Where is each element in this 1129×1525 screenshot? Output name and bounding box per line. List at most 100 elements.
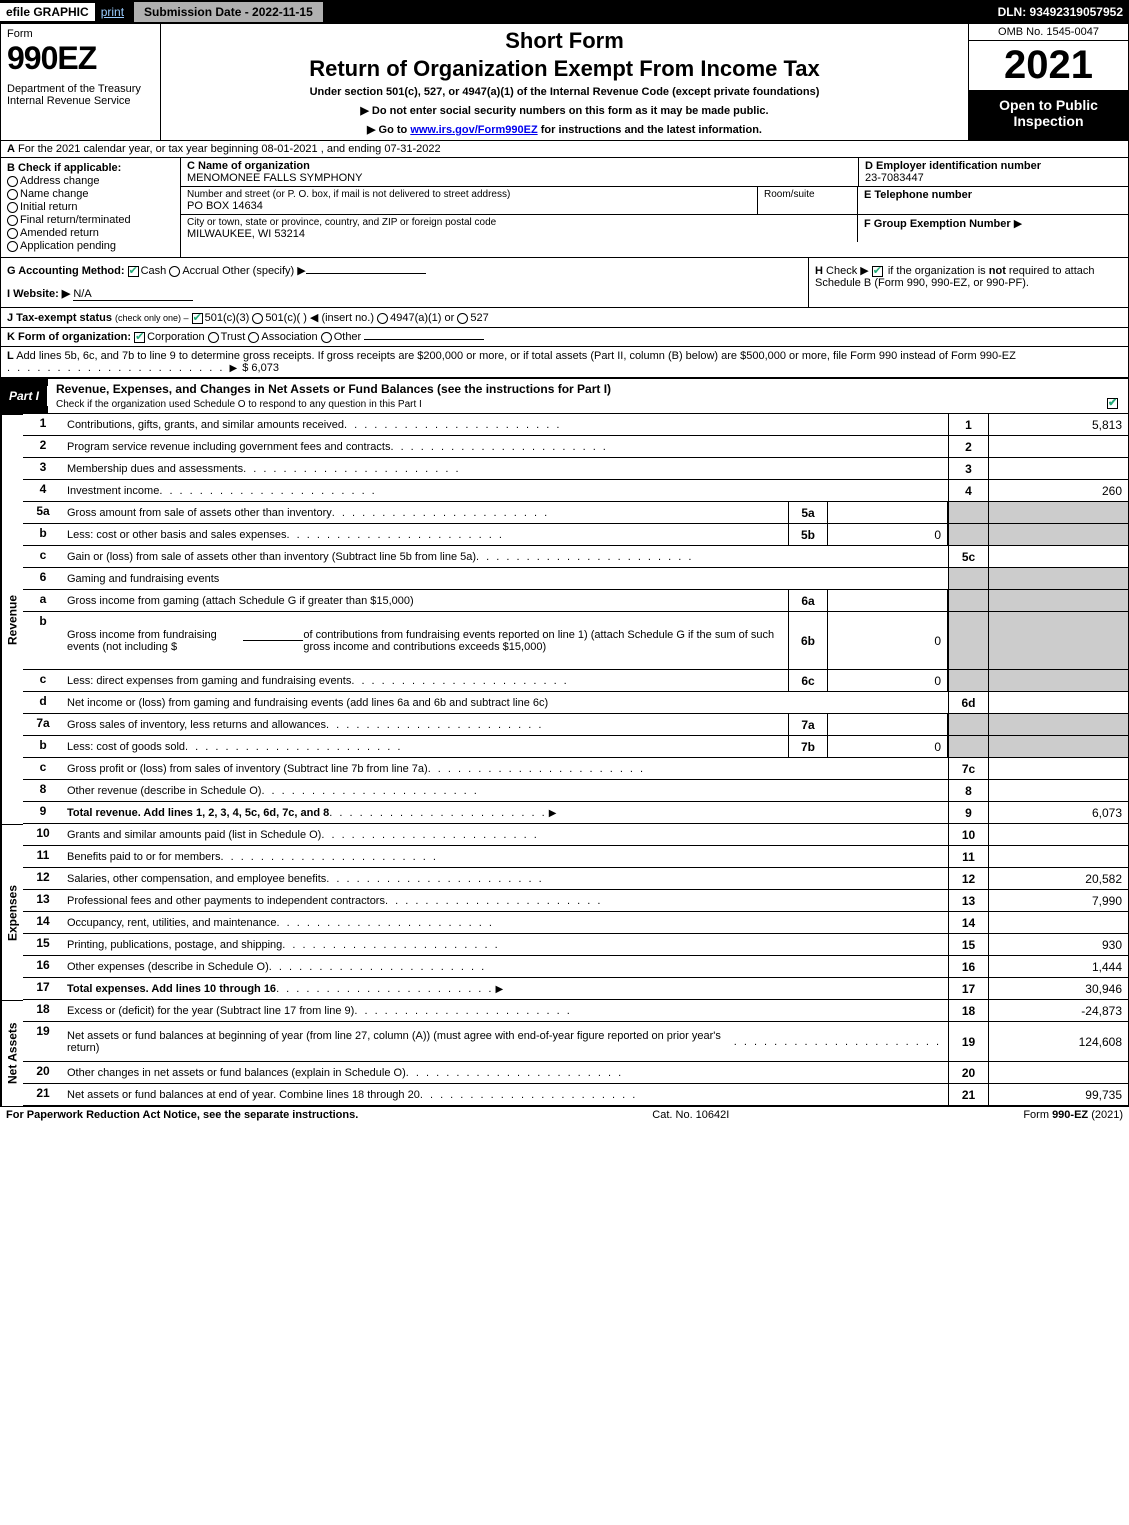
line-2: 2Program service revenue including gover… <box>23 436 1128 458</box>
under-section: Under section 501(c), 527, or 4947(a)(1)… <box>169 86 960 98</box>
header-center: Short Form Return of Organization Exempt… <box>161 24 968 140</box>
f-arrow: ▶ <box>1014 218 1022 230</box>
line-5c: cGain or (loss) from sale of assets othe… <box>23 546 1128 568</box>
line-10: 10Grants and similar amounts paid (list … <box>23 824 1128 846</box>
room-label: Room/suite <box>764 189 851 200</box>
chk-amended-return[interactable]: Amended return <box>7 227 174 239</box>
k-other-input[interactable] <box>364 339 484 340</box>
line-l: L Add lines 5b, 6c, and 7b to line 9 to … <box>0 347 1129 378</box>
omb-number: OMB No. 1545-0047 <box>969 24 1128 41</box>
addr-label: Number and street (or P. O. box, if mail… <box>187 189 751 200</box>
part-i-table: Revenue 1Contributions, gifts, grants, a… <box>0 414 1129 1106</box>
chk-accrual[interactable] <box>169 266 180 277</box>
efile-label: efile GRAPHIC <box>0 3 95 21</box>
h-text2: if the organization is <box>888 265 986 277</box>
line-6: 6Gaming and fundraising events <box>23 568 1128 590</box>
c-label: C Name of organization <box>187 160 852 172</box>
part-i-title: Revenue, Expenses, and Changes in Net As… <box>48 379 1128 413</box>
chk-cash[interactable] <box>128 266 139 277</box>
line-a-label: A <box>7 143 15 155</box>
l-dots <box>7 362 224 374</box>
line-5a: 5aGross amount from sale of assets other… <box>23 502 1128 524</box>
footer-catno: Cat. No. 10642I <box>358 1109 1023 1121</box>
h-label: H <box>815 265 823 277</box>
chk-527[interactable] <box>457 313 468 324</box>
print-link[interactable]: print <box>95 5 130 19</box>
line-21: 21Net assets or fund balances at end of … <box>23 1084 1128 1106</box>
l-label: L <box>7 350 14 362</box>
city-value: MILWAUKEE, WI 53214 <box>187 228 851 240</box>
line-4: 4Investment income4260 <box>23 480 1128 502</box>
h-not: not <box>989 265 1006 277</box>
footer-left: For Paperwork Reduction Act Notice, see … <box>6 1109 358 1121</box>
chk-association[interactable] <box>248 332 259 343</box>
form-title: Return of Organization Exempt From Incom… <box>169 56 960 82</box>
website-value: N/A <box>73 288 193 301</box>
col-cdef: C Name of organization MENOMONEE FALLS S… <box>181 158 1128 257</box>
chk-h[interactable] <box>872 266 883 277</box>
h-box: H Check ▶ if the organization is not req… <box>808 258 1128 307</box>
chk-final-return[interactable]: Final return/terminated <box>7 214 174 226</box>
line-3: 3Membership dues and assessments3 <box>23 458 1128 480</box>
ein-value: 23-7083447 <box>865 172 1122 184</box>
chk-501c3[interactable] <box>192 313 203 324</box>
k-label: K Form of organization: <box>7 331 131 343</box>
cell-e: E Telephone number <box>858 187 1128 214</box>
side-revenue: Revenue <box>1 414 23 824</box>
goto-pre: ▶ Go to <box>367 124 410 136</box>
line-9: 9Total revenue. Add lines 1, 2, 3, 4, 5c… <box>23 802 1128 824</box>
l-text: Add lines 5b, 6c, and 7b to line 9 to de… <box>16 350 1016 362</box>
open-to-public: Open to Public Inspection <box>969 91 1128 140</box>
chk-initial-return[interactable]: Initial return <box>7 201 174 213</box>
department-label: Department of the Treasury Internal Reve… <box>7 83 154 107</box>
chk-501c[interactable] <box>252 313 263 324</box>
cell-address: Number and street (or P. O. box, if mail… <box>181 187 758 214</box>
line-6c: cLess: direct expenses from gaming and f… <box>23 670 1128 692</box>
footer-right: Form 990-EZ (2021) <box>1023 1109 1123 1121</box>
line-6d: dNet income or (loss) from gaming and fu… <box>23 692 1128 714</box>
g-other-input[interactable] <box>306 273 426 274</box>
form-word: Form <box>7 28 154 40</box>
chk-trust[interactable] <box>208 332 219 343</box>
city-label: City or town, state or province, country… <box>187 217 851 228</box>
top-bar: efile GRAPHIC print Submission Date - 20… <box>0 0 1129 24</box>
goto-post: for instructions and the latest informat… <box>538 124 762 136</box>
line-12: 12Salaries, other compensation, and empl… <box>23 868 1128 890</box>
f-label: F Group Exemption Number <box>864 218 1011 230</box>
section-g-h-i: G Accounting Method: Cash Accrual Other … <box>0 257 1129 308</box>
cell-city: City or town, state or province, country… <box>181 215 858 242</box>
chk-4947[interactable] <box>377 313 388 324</box>
j-label: J Tax-exempt status <box>7 312 112 324</box>
chk-corporation[interactable] <box>134 332 145 343</box>
short-form-title: Short Form <box>169 28 960 54</box>
line-6b: bGross income from fundraising events (n… <box>23 612 1128 670</box>
e-label: E Telephone number <box>864 189 1122 201</box>
g-other: Other (specify) ▶ <box>222 265 306 277</box>
line-7a: 7aGross sales of inventory, less returns… <box>23 714 1128 736</box>
g-left: G Accounting Method: Cash Accrual Other … <box>1 258 808 307</box>
line-16: 16Other expenses (describe in Schedule O… <box>23 956 1128 978</box>
org-name: MENOMONEE FALLS SYMPHONY <box>187 172 852 184</box>
line-20: 20Other changes in net assets or fund ba… <box>23 1062 1128 1084</box>
side-net-assets: Net Assets <box>1 1000 23 1106</box>
i-label: I Website: ▶ <box>7 288 70 300</box>
line-a: A For the 2021 calendar year, or tax yea… <box>0 141 1129 158</box>
side-expenses: Expenses <box>1 824 23 1000</box>
chk-other-org[interactable] <box>321 332 332 343</box>
g-label: G Accounting Method: <box>7 265 125 277</box>
line-14: 14Occupancy, rent, utilities, and mainte… <box>23 912 1128 934</box>
header-right: OMB No. 1545-0047 2021 Open to Public In… <box>968 24 1128 140</box>
submission-date: Submission Date - 2022-11-15 <box>134 2 323 22</box>
6b-amount-input[interactable] <box>243 640 303 641</box>
chk-schedule-o[interactable] <box>1107 398 1118 409</box>
irs-link[interactable]: www.irs.gov/Form990EZ <box>410 124 537 136</box>
chk-name-change[interactable]: Name change <box>7 188 174 200</box>
line-13: 13Professional fees and other payments t… <box>23 890 1128 912</box>
cell-d: D Employer identification number 23-7083… <box>858 158 1128 186</box>
ssn-warning: ▶ Do not enter social security numbers o… <box>169 104 960 117</box>
line-18: 18Excess or (deficit) for the year (Subt… <box>23 1000 1128 1022</box>
chk-address-change[interactable]: Address change <box>7 175 174 187</box>
chk-application-pending[interactable]: Application pending <box>7 240 174 252</box>
page-footer: For Paperwork Reduction Act Notice, see … <box>0 1106 1129 1123</box>
section-b-to-f: B Check if applicable: Address change Na… <box>0 158 1129 257</box>
